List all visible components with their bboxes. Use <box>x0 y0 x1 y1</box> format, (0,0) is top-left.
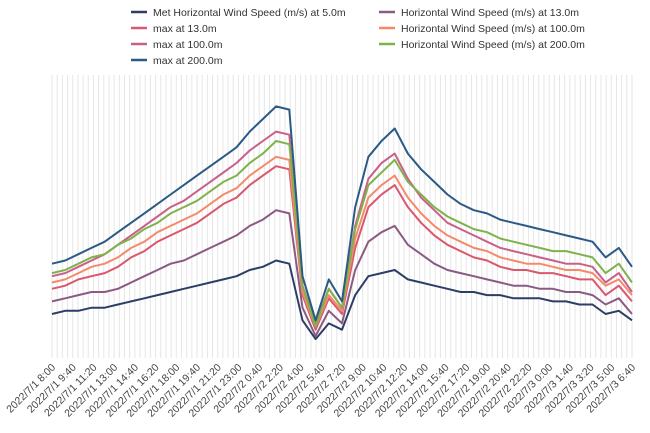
series-line-3 <box>51 155 633 328</box>
legend-label-2: max at 13.0m <box>153 23 217 35</box>
series-lines <box>51 105 633 341</box>
legend-label-3: Horizontal Wind Speed (m/s) at 100.0m <box>401 23 585 35</box>
legend-label-6: max at 200.0m <box>153 55 223 67</box>
series-line-6 <box>51 105 633 322</box>
series-line-5 <box>51 140 633 328</box>
legend: Met Horizontal Wind Speed (m/s) at 5.0m H… <box>131 7 585 67</box>
legend-label-0: Met Horizontal Wind Speed (m/s) at 5.0m <box>153 7 346 19</box>
legend-label-1: Horizontal Wind Speed (m/s) at 13.0m <box>401 7 579 19</box>
series-line-1 <box>51 209 633 337</box>
legend-label-5: Horizontal Wind Speed (m/s) at 200.0m <box>401 39 585 51</box>
series-line-0 <box>51 259 633 341</box>
vertical-gridlines <box>51 75 633 358</box>
legend-label-4: max at 100.0m <box>153 39 223 51</box>
series-line-2 <box>51 165 633 331</box>
